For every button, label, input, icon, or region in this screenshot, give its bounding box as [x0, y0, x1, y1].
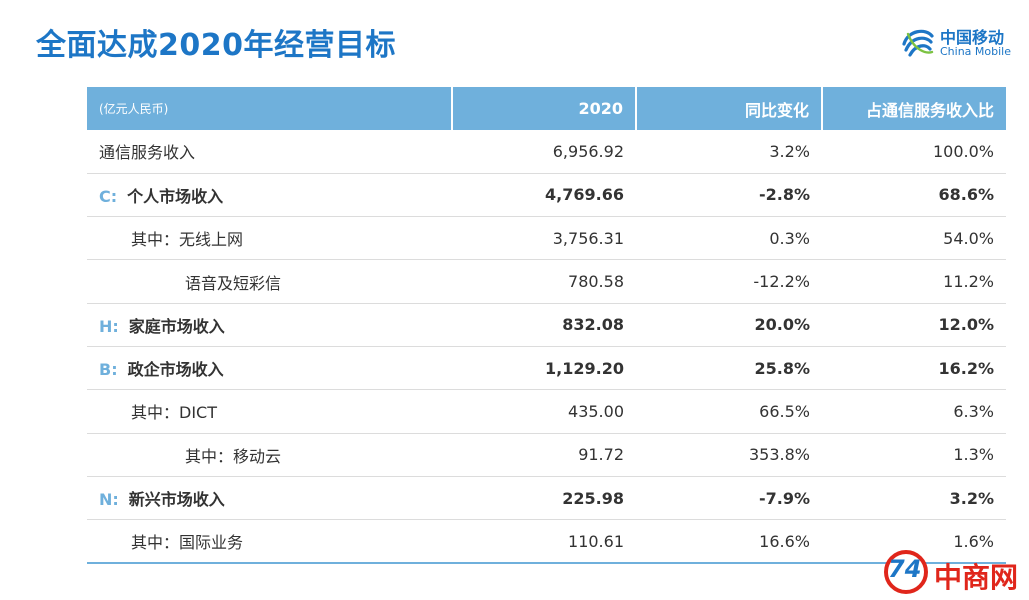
column-header-yoy: 同比变化: [636, 87, 823, 130]
table-row: C: 个人市场收入 4,769.66 -2.8% 68.6%: [87, 173, 1006, 218]
row-label: 其中：DICT: [131, 403, 217, 423]
row-label-cell: 其中：国际业务: [87, 519, 452, 564]
revenue-share-cell: 68.6%: [822, 173, 1006, 218]
value-2020-cell: 225.98: [452, 476, 636, 521]
logo-text-cn: 中国移动: [940, 28, 1005, 47]
row-label-cell: 其中：DICT: [87, 389, 452, 434]
revenue-share-cell: 12.0%: [822, 303, 1006, 347]
yoy-change-cell: 0.3%: [636, 216, 822, 261]
value-2020-cell: 832.08: [452, 303, 636, 347]
value-2020-cell: 780.58: [452, 259, 636, 304]
row-label: 语音及短彩信: [185, 273, 282, 293]
revenue-share-cell: 16.2%: [822, 346, 1006, 391]
row-label-cell: N: 新兴市场收入: [87, 476, 452, 521]
column-header-share: 占通信服务收入比: [865, 100, 994, 120]
table-row: N: 新兴市场收入 225.98 -7.9% 3.2%: [87, 476, 1006, 521]
yoy-change-cell: 3.2%: [636, 130, 822, 174]
value-2020-cell: 91.72: [452, 433, 636, 477]
revenue-share-cell: 54.0%: [822, 216, 1006, 261]
row-label: 家庭市场收入: [128, 316, 225, 336]
segment-letter: N:: [99, 490, 119, 510]
table-row: 其中：DICT 435.00 66.5% 6.3%: [87, 389, 1006, 434]
value-2020-cell: 435.00: [452, 389, 636, 434]
segment-letter: H:: [99, 316, 119, 336]
table-row: 其中：移动云 91.72 353.8% 1.3%: [87, 433, 1006, 477]
value-2020-cell: 6,956.92: [452, 130, 636, 174]
column-header-2020: 2020: [452, 87, 637, 130]
value-2020-cell: 1,129.20: [452, 346, 636, 391]
yoy-change-cell: 66.5%: [636, 389, 822, 434]
watermark-logo: 74 中商网: [880, 548, 1029, 600]
table-row: B: 政企市场收入 1,129.20 25.8% 16.2%: [87, 346, 1006, 391]
revenue-share-cell: 100.0%: [822, 130, 1006, 174]
page-title: 全面达成2020年经营目标: [36, 28, 396, 63]
revenue-share-cell: 6.3%: [822, 389, 1006, 434]
watermark-circle-icon: [884, 550, 928, 594]
value-2020-cell: 3,756.31: [452, 216, 636, 261]
row-label-cell: 其中：移动云: [87, 433, 452, 477]
row-label: 政企市场收入: [127, 360, 224, 380]
row-label-cell: 其中：无线上网: [87, 216, 452, 261]
company-logo: 中国移动 China Mobile: [900, 22, 1018, 64]
row-label: 其中：无线上网: [131, 230, 244, 250]
table-row: 其中：无线上网 3,756.31 0.3% 54.0%: [87, 216, 1006, 261]
row-label-cell: 通信服务收入: [87, 130, 452, 174]
column-header-unit: (亿元人民币): [87, 87, 453, 130]
row-label: 新兴市场收入: [128, 490, 225, 510]
value-2020-cell: 4,769.66: [452, 173, 636, 218]
yoy-change-cell: -2.8%: [636, 173, 822, 218]
table-row: H: 家庭市场收入 832.08 20.0% 12.0%: [87, 303, 1006, 347]
revenue-share-cell: 11.2%: [822, 259, 1006, 304]
revenue-share-cell: 3.2%: [822, 476, 1006, 521]
yoy-change-cell: 353.8%: [636, 433, 822, 477]
row-label: 其中：移动云: [185, 446, 282, 466]
watermark-number: 74: [888, 555, 922, 583]
yoy-change-cell: -12.2%: [636, 259, 822, 304]
segment-letter: C:: [99, 186, 118, 206]
revenue-share-cell: 1.3%: [822, 433, 1006, 477]
yoy-change-cell: -7.9%: [636, 476, 822, 521]
row-label-cell: H: 家庭市场收入: [87, 303, 452, 347]
segment-letter: B:: [99, 360, 118, 380]
revenue-table: (亿元人民币) 2020 同比变化 占通信服务收入比 通信服务收入 6,956.9…: [87, 87, 1006, 564]
table-row: 其中：国际业务 110.61 16.6% 1.6%: [87, 519, 1006, 564]
row-label: 其中：国际业务: [131, 533, 244, 553]
table-row: 语音及短彩信 780.58 -12.2% 11.2%: [87, 259, 1006, 304]
table-row: 通信服务收入 6,956.92 3.2% 100.0%: [87, 130, 1006, 174]
row-label-cell: C: 个人市场收入: [87, 173, 452, 218]
logo-text-en: China Mobile: [940, 45, 1012, 58]
row-label: 通信服务收入: [99, 143, 196, 163]
china-mobile-logo-icon: [902, 29, 934, 57]
yoy-change-cell: 25.8%: [636, 346, 822, 391]
watermark-text: 中商网: [934, 561, 1019, 594]
table-header-row: (亿元人民币) 2020 同比变化 占通信服务收入比: [87, 87, 1006, 130]
row-label: 个人市场收入: [127, 186, 224, 206]
value-2020-cell: 110.61: [452, 519, 636, 564]
row-label-cell: 语音及短彩信: [87, 259, 452, 304]
row-label-cell: B: 政企市场收入: [87, 346, 452, 391]
yoy-change-cell: 20.0%: [636, 303, 822, 347]
yoy-change-cell: 16.6%: [636, 519, 822, 564]
